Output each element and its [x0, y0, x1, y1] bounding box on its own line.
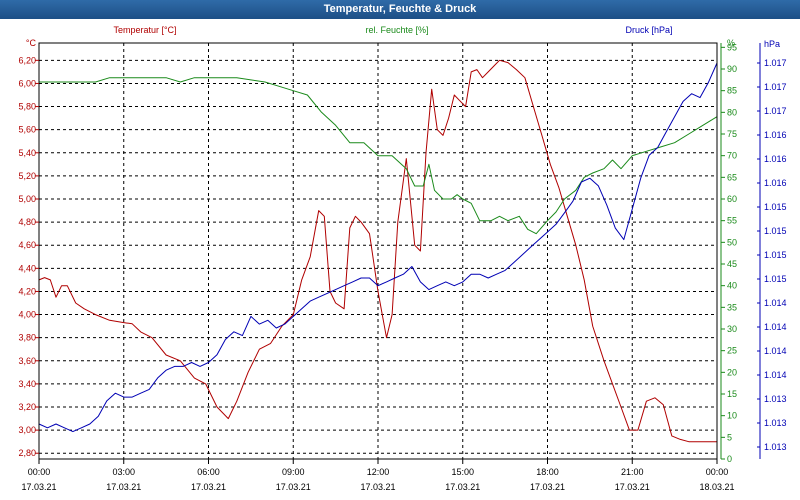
- x-tick-label-date: 17.03.21: [360, 482, 395, 492]
- x-tick-label-time: 00:00: [706, 467, 729, 477]
- series-line-pressure: [38, 62, 718, 433]
- pressure-tick-label: 1.016: [764, 178, 787, 188]
- x-tick-label-time: 03:00: [112, 467, 135, 477]
- x-tick-label-date: 17.03.21: [615, 482, 650, 492]
- axes: [35, 43, 761, 464]
- temperature-tick-label: 5,60: [18, 125, 36, 135]
- grid: [39, 43, 717, 459]
- humidity-unit: %: [727, 38, 735, 48]
- humidity-tick-label: 40: [727, 281, 737, 291]
- humidity-tick-label: 30: [727, 324, 737, 334]
- humidity-tick-label: 5: [727, 432, 732, 442]
- x-tick-label-date: 17.03.21: [106, 482, 141, 492]
- temperature-tick-label: 4,20: [18, 286, 36, 296]
- pressure-tick-label: 1.014: [764, 298, 787, 308]
- temperature-tick-label: 3,40: [18, 379, 36, 389]
- temperature-tick-label: 3,00: [18, 425, 36, 435]
- pressure-tick-label: 1.015: [764, 250, 787, 260]
- humidity-tick-label: 55: [727, 216, 737, 226]
- humidity-tick-label: 60: [727, 194, 737, 204]
- humidity-tick-label: 90: [727, 64, 737, 74]
- humidity-tick-label: 85: [727, 86, 737, 96]
- temperature-tick-label: 5,00: [18, 194, 36, 204]
- temperature-tick-label: 6,00: [18, 78, 36, 88]
- humidity-axis-title: rel. Feuchte [%]: [365, 25, 428, 35]
- x-tick-label-time: 18:00: [536, 467, 559, 477]
- temperature-tick-label: 4,00: [18, 310, 36, 320]
- humidity-tick-label: 25: [727, 346, 737, 356]
- series-line-humidity: [39, 77, 718, 235]
- temperature-unit: °C: [26, 38, 37, 48]
- x-tick-label-time: 00:00: [28, 467, 51, 477]
- pressure-tick-label: 1.015: [764, 226, 787, 236]
- x-tick-label-time: 12:00: [367, 467, 390, 477]
- x-tick-label-time: 21:00: [621, 467, 644, 477]
- pressure-tick-label: 1.015: [764, 274, 787, 284]
- temperature-tick-label: 3,20: [18, 402, 36, 412]
- x-tick-label-date: 17.03.21: [21, 482, 56, 492]
- x-tick-label-date: 17.03.21: [276, 482, 311, 492]
- temperature-axis-title: Temperatur [°C]: [113, 25, 176, 35]
- temperature-tick-label: 5,80: [18, 102, 36, 112]
- humidity-tick-label: 20: [727, 367, 737, 377]
- x-tick-label-time: 09:00: [282, 467, 305, 477]
- x-tick-label-time: 06:00: [197, 467, 220, 477]
- humidity-tick-label: 75: [727, 129, 737, 139]
- x-tick-label-date: 17.03.21: [530, 482, 565, 492]
- temperature-tick-label: 4,60: [18, 240, 36, 250]
- x-tick-label-time: 15:00: [451, 467, 474, 477]
- chart: 00:00 17.03.21 03:00 17.03.21 06:00 17.03.21 0…: [0, 19, 800, 500]
- series-line-temperature: [38, 59, 717, 443]
- pressure-tick-label: 1.017: [764, 82, 787, 92]
- pressure-tick-label: 1.013: [764, 418, 787, 428]
- temperature-tick-label: 4,40: [18, 263, 36, 273]
- humidity-tick-label: 10: [727, 411, 737, 421]
- humidity-tick-label: 95: [727, 42, 737, 52]
- pressure-tick-label: 1.014: [764, 370, 787, 380]
- temperature-tick-label: 2,80: [18, 448, 36, 458]
- humidity-tick-label: 70: [727, 151, 737, 161]
- humidity-tick-label: 15: [727, 389, 737, 399]
- temperature-tick-label: 3,60: [18, 356, 36, 366]
- humidity-tick-label: 65: [727, 172, 737, 182]
- pressure-tick-label: 1.016: [764, 130, 787, 140]
- pressure-tick-label: 1.015: [764, 202, 787, 212]
- pressure-tick-label: 1.013: [764, 394, 787, 404]
- temperature-tick-label: 3,80: [18, 333, 36, 343]
- axis-labels: 00:00 17.03.21 03:00 17.03.21 06:00 17.03.21 0…: [18, 25, 786, 492]
- x-tick-label-date: 18.03.21: [699, 482, 734, 492]
- pressure-tick-label: 1.017: [764, 58, 787, 68]
- humidity-tick-label: 50: [727, 237, 737, 247]
- temperature-tick-label: 6,20: [18, 55, 36, 65]
- temperature-tick-label: 5,40: [18, 148, 36, 158]
- pressure-tick-label: 1.017: [764, 106, 787, 116]
- chart-background: [0, 19, 800, 500]
- humidity-tick-label: 0: [727, 454, 732, 464]
- pressure-tick-label: 1.014: [764, 322, 787, 332]
- humidity-tick-label: 45: [727, 259, 737, 269]
- humidity-tick-label: 35: [727, 302, 737, 312]
- pressure-tick-label: 1.013: [764, 442, 787, 452]
- x-tick-label-date: 17.03.21: [191, 482, 226, 492]
- pressure-tick-label: 1.014: [764, 346, 787, 356]
- window-title: Temperatur, Feuchte & Druck: [0, 0, 800, 19]
- humidity-tick-label: 80: [727, 107, 737, 117]
- pressure-axis-title: Druck [hPa]: [625, 25, 672, 35]
- pressure-tick-label: 1.016: [764, 154, 787, 164]
- pressure-unit: hPa: [764, 39, 780, 49]
- x-tick-label-date: 17.03.21: [445, 482, 480, 492]
- temperature-tick-label: 5,20: [18, 171, 36, 181]
- temperature-tick-label: 4,80: [18, 217, 36, 227]
- series-group: [38, 59, 718, 443]
